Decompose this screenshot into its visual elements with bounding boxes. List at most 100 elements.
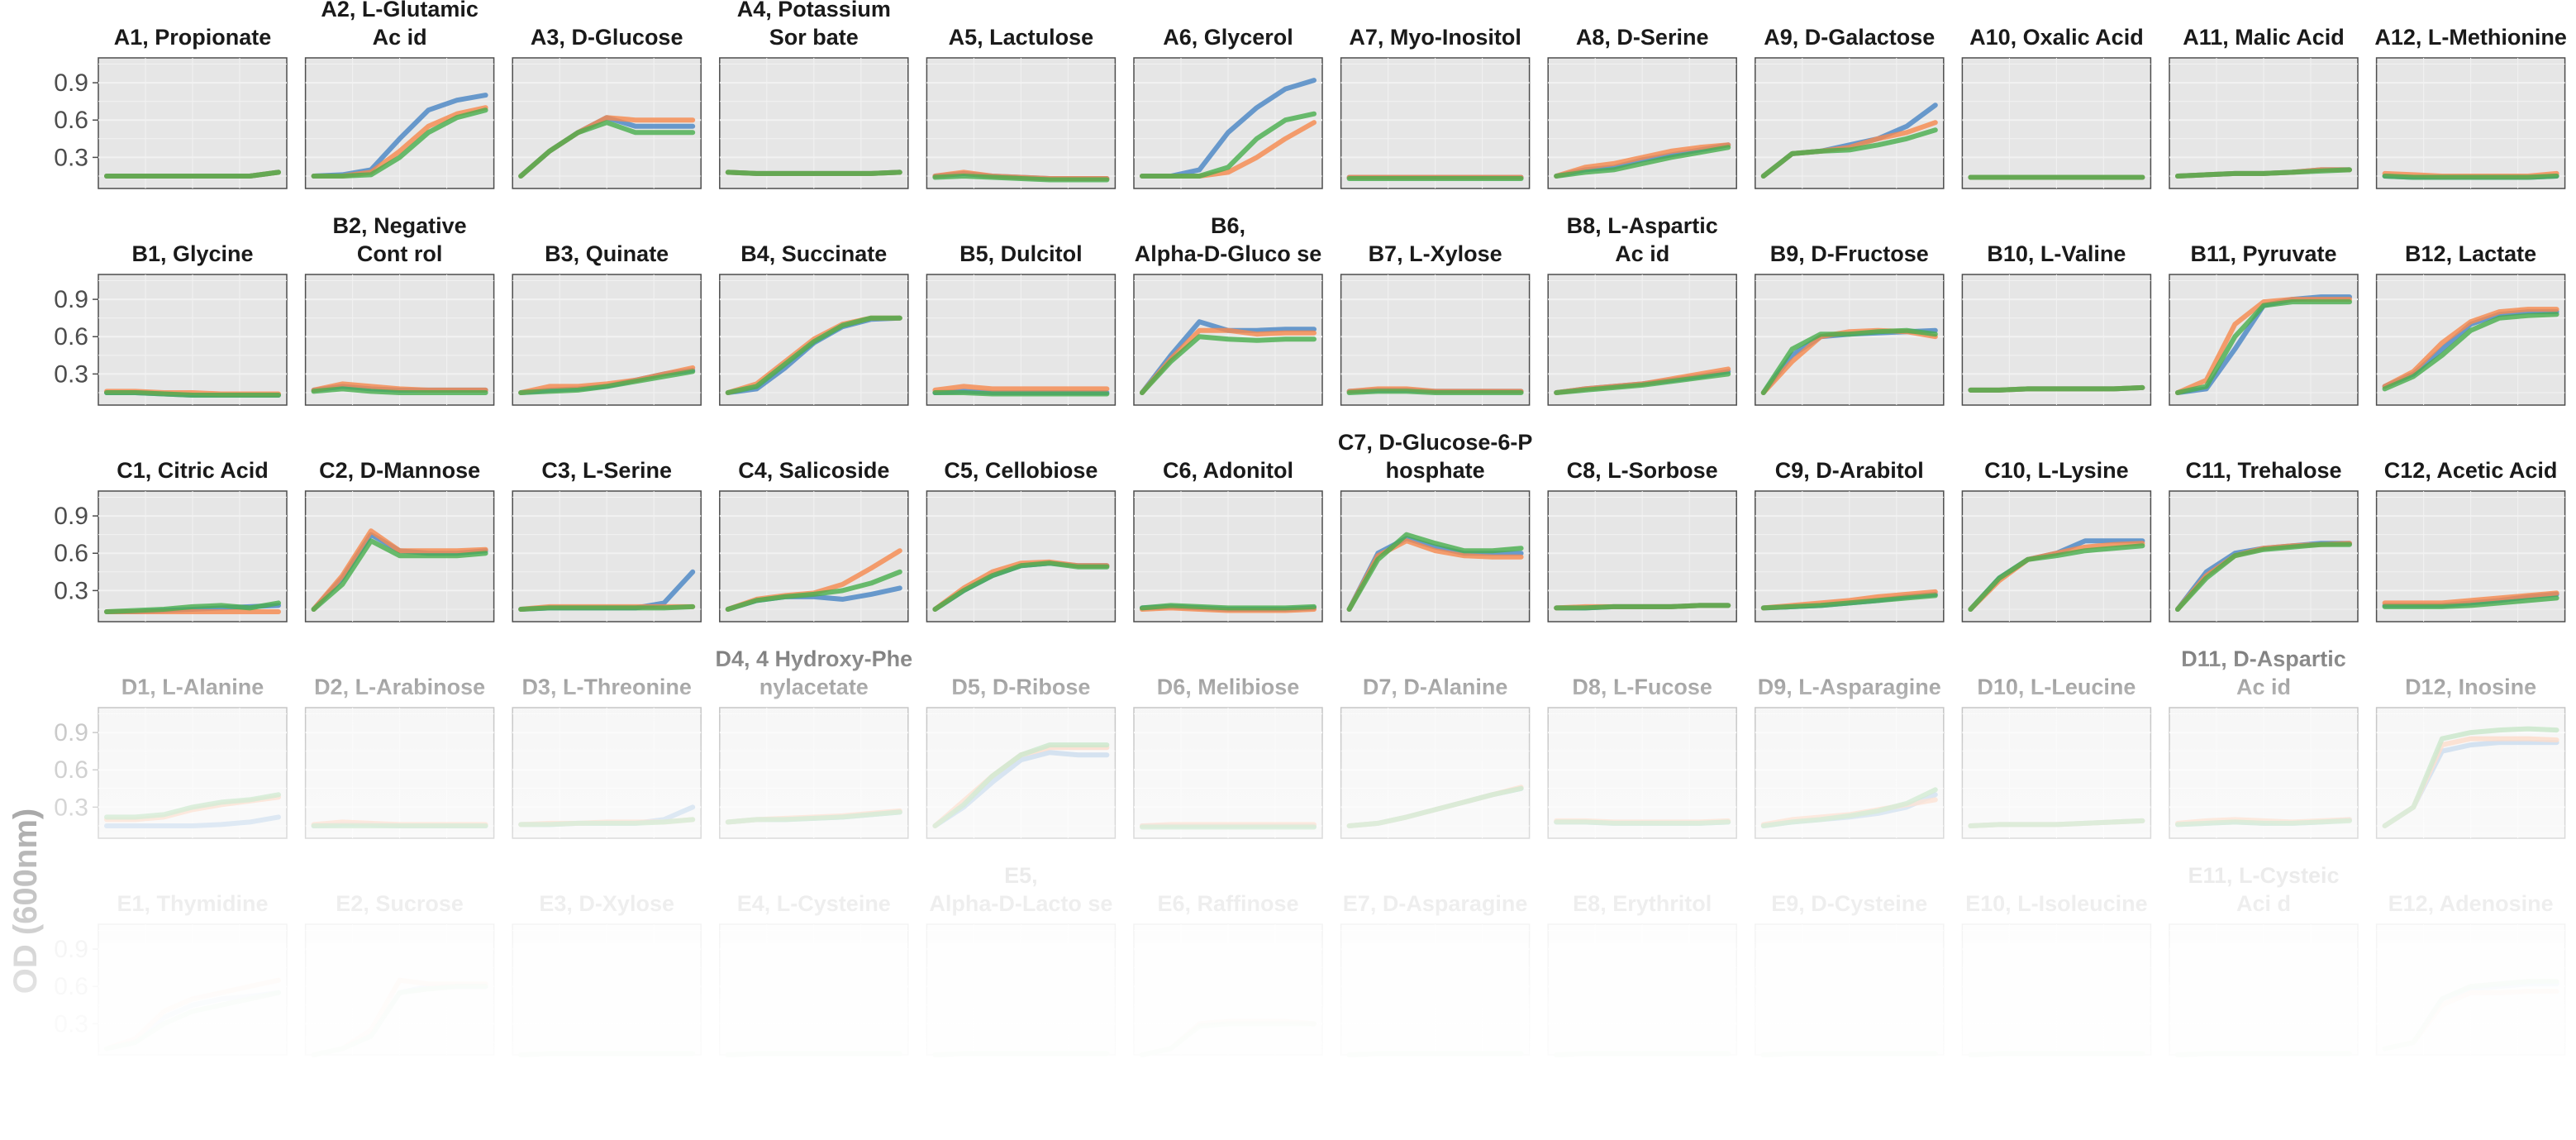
series-line — [1554, 819, 1731, 826]
series-line — [725, 169, 902, 176]
facet-panel: B2, Negative Cont rol — [304, 213, 495, 406]
series-line — [932, 1051, 1110, 1057]
series-line — [1346, 538, 1524, 612]
series-line — [1554, 371, 1731, 395]
facet-panel: B8, L-Aspartic Ac id — [1547, 213, 1737, 406]
series-line — [2175, 541, 2352, 612]
facet-panel: D7, D-Alanine — [1340, 675, 1531, 839]
facet-panel: C2, D-Mannose — [304, 458, 495, 622]
panel-title: D11, D-Aspartic Ac id — [2181, 646, 2346, 699]
y-tick-label: 0.3 — [54, 1010, 88, 1037]
panel-title: D3, L-Threonine — [521, 675, 692, 699]
facet-panel: E3, D-Xylose — [512, 891, 702, 1057]
series-line — [518, 603, 696, 612]
panel-title: C12, Acetic Acid — [2384, 458, 2558, 483]
series-line — [1346, 389, 1524, 395]
y-tick-label: 0.3 — [54, 144, 88, 171]
panel-title: A2, L-Glutamic Ac id — [321, 0, 479, 50]
panel-title: D6, Melibiose — [1157, 675, 1300, 699]
panel-title: E2, Sucrose — [336, 891, 464, 916]
facet-panel: D4, 4 Hydroxy-Phe nylacetate — [716, 646, 912, 839]
series-line — [1968, 1051, 2145, 1057]
facet-panel: A7, Myo-Inositol — [1340, 25, 1531, 189]
panel-title: A6, Glycerol — [1163, 25, 1293, 50]
y-tick-label: 0.6 — [54, 540, 88, 567]
facet-panel: A12, L-Methionine — [2374, 25, 2567, 189]
series-line — [725, 1051, 902, 1057]
y-tick-label: 0.3 — [54, 360, 88, 388]
series-line — [1760, 593, 1938, 611]
series-line — [1346, 1051, 1524, 1057]
panel-title: B9, D-Fructose — [1770, 241, 1929, 266]
y-tick-label: 0.6 — [54, 756, 88, 784]
y-tick-label: 0.9 — [54, 503, 88, 530]
facet-panel: D6, Melibiose — [1133, 675, 1323, 839]
facet-panel: C5, Cellobiose — [926, 458, 1117, 622]
facet-panel: B12, Lactate — [2375, 241, 2566, 406]
panel-title: D5, D-Ribose — [951, 675, 1090, 699]
panel-title: C8, L-Sorbose — [1567, 458, 1718, 483]
facet-panel: A1, Propionate 0.3 0.6 0.9 — [54, 25, 288, 189]
facet-panel: C4, Salicoside — [719, 458, 909, 622]
facet-panel: E10, L-Isoleucine — [1961, 891, 2152, 1057]
facet-panel: A9, D-Galactose — [1755, 25, 1945, 189]
facet-panel: E5, Alpha-D-Lacto se — [926, 863, 1117, 1057]
facet-panel: C3, L-Serine — [512, 458, 702, 622]
panel-title: C9, D-Arabitol — [1775, 458, 1924, 483]
facet-panel: A11, Malic Acid — [2169, 25, 2359, 189]
y-tick-label: 0.6 — [54, 107, 88, 134]
series-line — [2382, 590, 2559, 606]
series-line — [1760, 327, 1938, 395]
series-line — [1140, 603, 1317, 611]
series-line — [1968, 543, 2145, 612]
panel-title: D9, L-Asparagine — [1758, 675, 1941, 699]
facet-panel: B10, L-Valine — [1961, 241, 2152, 406]
panel-title: A3, D-Glucose — [531, 25, 683, 50]
panel-title: A10, Oxalic Acid — [1969, 25, 2144, 50]
series-line — [104, 600, 281, 614]
series-line — [311, 107, 488, 179]
y-tick-label: 0.9 — [54, 69, 88, 97]
facet-panel: D9, L-Asparagine — [1755, 675, 1945, 839]
facet-panel: A10, Oxalic Acid — [1961, 25, 2152, 189]
series-line — [311, 528, 488, 612]
panel-title: C10, L-Lysine — [1984, 458, 2129, 483]
facet-panel: C9, D-Arabitol — [1755, 458, 1945, 622]
facet-panel: E8, Erythritol — [1547, 891, 1737, 1057]
y-tick-label: 0.6 — [54, 973, 88, 1000]
facet-panel: B5, Dulcitol — [926, 241, 1117, 406]
facet-panel: B9, D-Fructose — [1755, 241, 1945, 406]
panel-title: C11, Trehalose — [2185, 458, 2341, 483]
panel-title: D7, D-Alanine — [1363, 675, 1508, 699]
panel-title: B2, Negative Cont rol — [333, 213, 467, 266]
facet-panel: E7, D-Asparagine — [1340, 891, 1531, 1057]
series-line — [1554, 603, 1731, 611]
panel-title: E4, L-Cysteine — [737, 891, 891, 916]
y-tick-label: 0.9 — [54, 286, 88, 313]
facet-panel: A3, D-Glucose — [512, 25, 702, 189]
series-line — [2175, 818, 2352, 828]
panel-title: C4, Salicoside — [738, 458, 889, 483]
facet-panel: B11, Pyruvate — [2169, 241, 2359, 406]
series-line — [1760, 1051, 1938, 1057]
series-line — [2382, 307, 2559, 389]
series-line — [932, 384, 1110, 393]
panel-title: E5, Alpha-D-Lacto se — [929, 863, 1112, 916]
series-line — [1554, 1051, 1731, 1057]
series-line — [1968, 384, 2145, 393]
panel-title: A4, Potassium Sor bate — [737, 0, 891, 50]
facet-panel: D10, L-Leucine — [1961, 675, 2152, 839]
facet-panel: B3, Quinate — [512, 241, 702, 406]
series-line — [2382, 312, 2559, 392]
series-line — [1760, 127, 1938, 179]
facet-panel: C11, Trehalose — [2169, 458, 2359, 622]
panel-title: E3, D-Xylose — [539, 891, 674, 916]
panel-title: C1, Citric Acid — [117, 458, 269, 483]
facet-panel: C6, Adonitol — [1133, 458, 1323, 622]
panel-title: E10, L-Isoleucine — [1965, 891, 2148, 916]
panel-title: C2, D-Mannose — [319, 458, 480, 483]
series-line — [2382, 174, 2559, 180]
panel-title: B3, Quinate — [545, 241, 669, 266]
series-line — [725, 569, 902, 612]
panel-title: A9, D-Galactose — [1764, 25, 1935, 50]
